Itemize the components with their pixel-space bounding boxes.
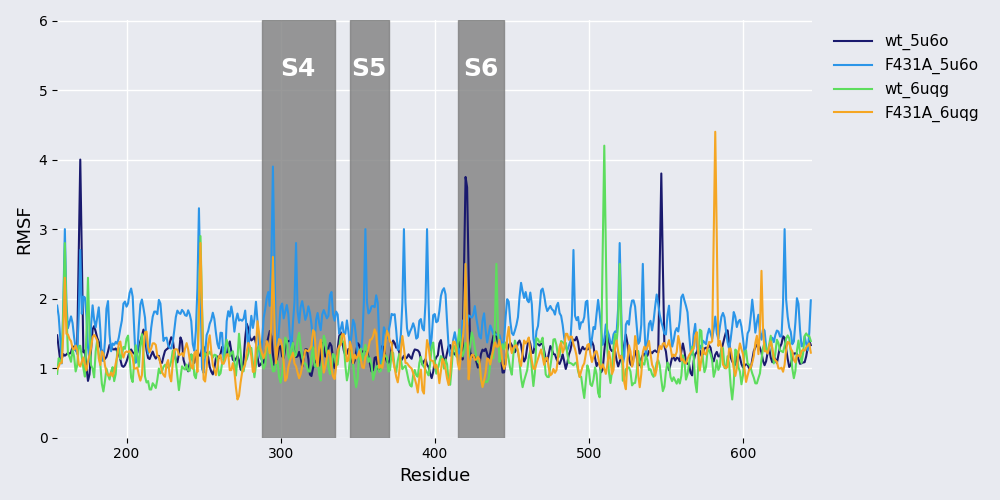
F431A_6uqg	[493, 337, 505, 343]
wt_5u6o	[766, 359, 778, 365]
Line: F431A_5u6o: F431A_5u6o	[57, 166, 811, 373]
wt_6uqg	[805, 338, 817, 344]
F431A_6uqg	[766, 344, 778, 350]
wt_6uqg	[635, 365, 647, 371]
wt_5u6o	[82, 378, 94, 384]
Bar	[262, 20, 335, 438]
F431A_6uqg	[805, 350, 817, 356]
F431A_6uqg	[709, 129, 721, 135]
Bar	[458, 20, 504, 438]
wt_6uqg	[595, 347, 607, 353]
Line: wt_5u6o: wt_5u6o	[57, 160, 811, 381]
F431A_6uqg	[635, 372, 647, 378]
Line: wt_6uqg: wt_6uqg	[57, 146, 811, 400]
F431A_5u6o	[267, 164, 279, 170]
F431A_6uqg	[597, 362, 609, 368]
F431A_5u6o	[429, 311, 441, 317]
F431A_5u6o	[598, 337, 610, 343]
wt_5u6o	[51, 332, 63, 338]
wt_6uqg	[726, 396, 738, 402]
F431A_5u6o	[484, 322, 496, 328]
F431A_6uqg	[483, 356, 495, 362]
Text: S5: S5	[351, 57, 386, 81]
Text: S4: S4	[280, 57, 315, 81]
F431A_5u6o	[805, 298, 817, 304]
Legend: wt_5u6o, F431A_5u6o, wt_6uqg, F431A_6uqg: wt_5u6o, F431A_5u6o, wt_6uqg, F431A_6uqg	[828, 28, 985, 128]
F431A_5u6o	[495, 339, 507, 345]
F431A_5u6o	[637, 261, 649, 267]
wt_5u6o	[484, 350, 496, 356]
Bar	[350, 20, 389, 438]
Text: S6: S6	[463, 57, 499, 81]
wt_6uqg	[598, 142, 610, 148]
wt_5u6o	[805, 342, 817, 348]
F431A_6uqg	[231, 396, 243, 402]
F431A_6uqg	[427, 358, 439, 364]
wt_6uqg	[426, 344, 438, 350]
wt_5u6o	[495, 355, 507, 361]
wt_5u6o	[429, 358, 441, 364]
wt_5u6o	[74, 156, 86, 162]
Y-axis label: RMSF: RMSF	[15, 204, 33, 254]
wt_6uqg	[481, 379, 493, 385]
F431A_5u6o	[198, 370, 210, 376]
F431A_5u6o	[766, 334, 778, 340]
wt_6uqg	[766, 348, 778, 354]
wt_6uqg	[492, 322, 504, 328]
X-axis label: Residue: Residue	[399, 467, 470, 485]
F431A_6uqg	[51, 366, 63, 372]
wt_5u6o	[598, 348, 610, 354]
Line: F431A_6uqg: F431A_6uqg	[57, 132, 811, 400]
wt_5u6o	[637, 352, 649, 358]
wt_6uqg	[51, 371, 63, 377]
F431A_5u6o	[51, 302, 63, 308]
